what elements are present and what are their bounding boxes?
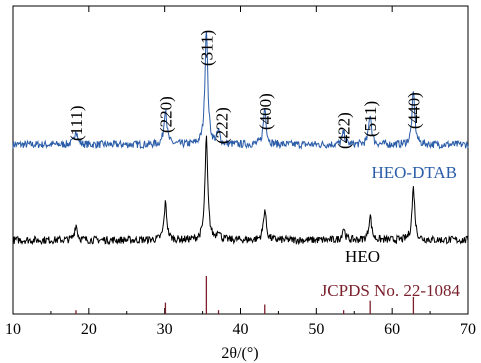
peak-label: (222) xyxy=(213,107,232,144)
series-label: HEO-DTAB xyxy=(371,163,457,182)
x-tick-label: 50 xyxy=(308,321,324,338)
series-labels: HEO-DTAB HEO JCPDS No. 22-1084 xyxy=(321,163,461,300)
x-tick-label: 60 xyxy=(384,321,400,338)
peak-label: (400) xyxy=(256,93,275,130)
peak-label: (111) xyxy=(67,105,86,141)
series-line xyxy=(12,31,469,150)
x-tick-label: 10 xyxy=(5,321,21,338)
series-line xyxy=(12,135,469,246)
x-axis-ticks: 10 20 30 40 50 60 70 xyxy=(5,6,476,338)
peak-labels: (111) (220) (311) (222) (400) (422) (511) (440) xyxy=(67,30,423,149)
peak-label: (220) xyxy=(156,96,175,133)
x-axis-label: 2θ/(°) xyxy=(221,345,258,362)
peak-label: (422) xyxy=(335,112,354,149)
x-tick-label: 30 xyxy=(157,321,173,338)
peak-label: (511) xyxy=(361,101,380,137)
x-tick-label: 70 xyxy=(460,321,476,338)
series-label: HEO xyxy=(345,247,380,266)
x-tick-label: 20 xyxy=(81,321,97,338)
plot-frame xyxy=(12,5,469,315)
peak-label: (311) xyxy=(197,30,216,66)
series-label: JCPDS No. 22-1084 xyxy=(321,281,461,300)
x-tick-label: 40 xyxy=(233,321,249,338)
peak-label: (440) xyxy=(404,92,423,129)
series-lines xyxy=(12,31,469,246)
reference-sticks xyxy=(75,276,415,314)
